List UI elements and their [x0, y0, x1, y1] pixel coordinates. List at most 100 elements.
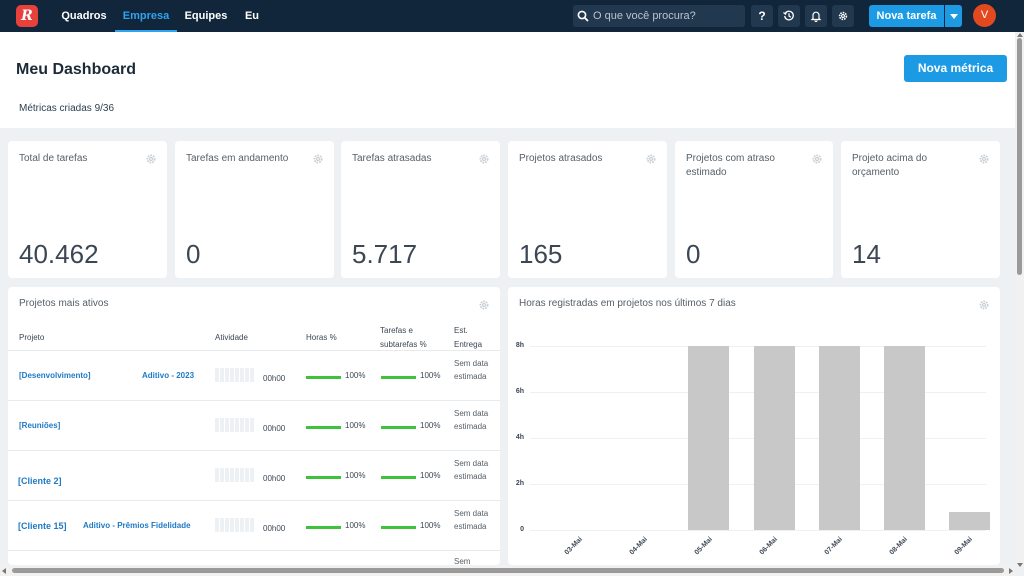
hours-progress-bar: [306, 376, 341, 379]
metric-label: Projeto acima do orçamento: [852, 153, 928, 178]
chart-bar[interactable]: [883, 346, 925, 530]
page-horizontal-scrollbar[interactable]: [0, 565, 1015, 576]
tasks-pct: 100%: [420, 371, 441, 380]
metric-value: 14: [852, 239, 881, 269]
project-name[interactable]: [Cliente 15]: [18, 521, 67, 531]
x-tick-label: 04-Mai: [628, 536, 649, 557]
new-task-button[interactable]: Nova tarefa: [869, 5, 944, 27]
table-row[interactable]: [Cliente 2] 00h00 100% 100% Sem data est…: [8, 450, 500, 500]
scroll-thumb[interactable]: [12, 568, 1004, 573]
hours-chart-panel: Horas registradas em projetos nos último…: [508, 287, 1000, 565]
x-tick-label: 03-Mai: [563, 536, 584, 557]
project-name[interactable]: [Cliente 2]: [18, 476, 62, 486]
hours-progress-bar: [306, 526, 341, 529]
header-tasks-pct[interactable]: Tarefas e subtarefas %: [380, 326, 427, 349]
scroll-left-icon[interactable]: [2, 568, 6, 574]
metric-value: 5.717: [352, 239, 418, 269]
project-name[interactable]: [Desenvolvimento]: [19, 371, 91, 380]
metric-value: 0: [686, 239, 701, 269]
tasks-progress-bar: [381, 426, 416, 429]
header-project[interactable]: Projeto: [19, 333, 45, 342]
top-navbar: R Quadros Empresa Equipes Eu ? Nova tare…: [0, 0, 1024, 32]
panel-title: Horas registradas em projetos nos último…: [519, 298, 736, 309]
tasks-pct: 100%: [420, 471, 441, 480]
grid-line: [530, 530, 986, 531]
metric-card-estimated-delay: Projetos com atraso estimado 0: [675, 141, 833, 278]
scroll-thumb[interactable]: [1017, 38, 1022, 275]
hours-pct: 100%: [345, 471, 366, 480]
project-subname[interactable]: Aditivo - Prêmios Fidelidade: [83, 521, 191, 530]
nav-quadros[interactable]: Quadros: [61, 10, 107, 22]
new-task-dropdown-button[interactable]: [945, 5, 962, 27]
x-tick-label: 09-Mai: [954, 536, 975, 557]
chart-bar[interactable]: [688, 346, 730, 530]
project-subname[interactable]: Aditivo - 2023: [142, 371, 195, 380]
tasks-progress-bar: [381, 376, 416, 379]
hours-pct: 100%: [345, 421, 366, 430]
bell-icon: [810, 11, 822, 22]
est-delivery: Sem: [454, 557, 471, 565]
nav-eu[interactable]: Eu: [244, 10, 260, 22]
metric-value: 40.462: [19, 239, 99, 269]
table-row[interactable]: [Reuniões] 00h00 100% 100% Sem data esti…: [8, 400, 500, 450]
gear-icon[interactable]: [312, 153, 324, 165]
history-button[interactable]: [778, 5, 800, 27]
nav-empresa[interactable]: Empresa: [115, 0, 177, 32]
x-tick-label: 08-Mai: [888, 536, 910, 557]
metric-value: 0: [186, 239, 201, 269]
metric-label: Projetos atrasados: [519, 153, 603, 164]
chart-bar[interactable]: [753, 346, 795, 530]
scroll-down-icon[interactable]: [1017, 563, 1023, 567]
tasks-progress-bar: [381, 476, 416, 479]
project-name[interactable]: [Reuniões]: [19, 421, 61, 430]
chart-bar[interactable]: [948, 511, 990, 530]
gear-icon[interactable]: [478, 299, 490, 311]
search-box[interactable]: [573, 5, 745, 27]
search-icon: [577, 10, 589, 22]
metric-value: 165: [519, 239, 563, 269]
header-activity[interactable]: Atividade: [215, 333, 248, 342]
gear-icon[interactable]: [811, 153, 823, 165]
header-est-delivery[interactable]: Est. Entrega: [454, 326, 483, 349]
search-input[interactable]: [593, 5, 741, 27]
est-delivery: Sem data estimada: [454, 409, 489, 431]
tasks-pct: 100%: [420, 421, 441, 430]
hours-progress-bar: [306, 476, 341, 479]
y-tick-label: 2h: [515, 480, 524, 487]
gear-icon[interactable]: [145, 153, 157, 165]
metric-card-late-tasks: Tarefas atrasadas 5.717: [341, 141, 500, 278]
page-title: Meu Dashboard: [16, 61, 137, 78]
gear-icon[interactable]: [978, 299, 990, 311]
new-metric-button[interactable]: Nova métrica: [904, 55, 1007, 82]
gear-icon[interactable]: [645, 153, 657, 165]
scroll-up-icon[interactable]: [1017, 33, 1023, 37]
hours-value: 00h00: [263, 474, 286, 483]
est-delivery: Sem data estimada: [454, 359, 489, 381]
settings-button[interactable]: [832, 5, 854, 27]
app-logo[interactable]: R: [16, 5, 38, 27]
table-row[interactable]: Sem: [8, 550, 500, 565]
activity-sparkline: [215, 418, 255, 432]
metric-card-over-budget: Projeto acima do orçamento 14: [841, 141, 1000, 278]
est-delivery: Sem data estimada: [454, 459, 489, 481]
page-vertical-scrollbar[interactable]: [1015, 32, 1024, 568]
table-row[interactable]: [Desenvolvimento] Aditivo - 2023 00h00 1…: [8, 350, 500, 400]
y-tick-label: 0: [520, 526, 524, 533]
gear-icon[interactable]: [478, 153, 490, 165]
help-button[interactable]: ?: [751, 5, 773, 27]
scroll-right-icon[interactable]: [1009, 568, 1013, 574]
nav-equipes[interactable]: Equipes: [184, 10, 228, 22]
metric-label: Projetos com atraso estimado: [686, 153, 775, 178]
activity-sparkline: [215, 368, 255, 382]
avatar[interactable]: V: [973, 4, 996, 27]
header-hours-pct[interactable]: Horas %: [306, 333, 337, 342]
gear-icon[interactable]: [978, 153, 990, 165]
x-tick-label: 06-Mai: [758, 536, 779, 557]
notifications-button[interactable]: [805, 5, 827, 27]
metrics-count: Métricas criadas 9/36: [19, 103, 115, 114]
metric-label: Tarefas em andamento: [186, 153, 289, 164]
table-row[interactable]: [Cliente 15] Aditivo - Prêmios Fidelidad…: [8, 500, 500, 550]
hours-pct: 100%: [345, 521, 366, 530]
x-tick-label: 05-Mai: [693, 536, 714, 557]
chart-bar[interactable]: [818, 346, 860, 530]
